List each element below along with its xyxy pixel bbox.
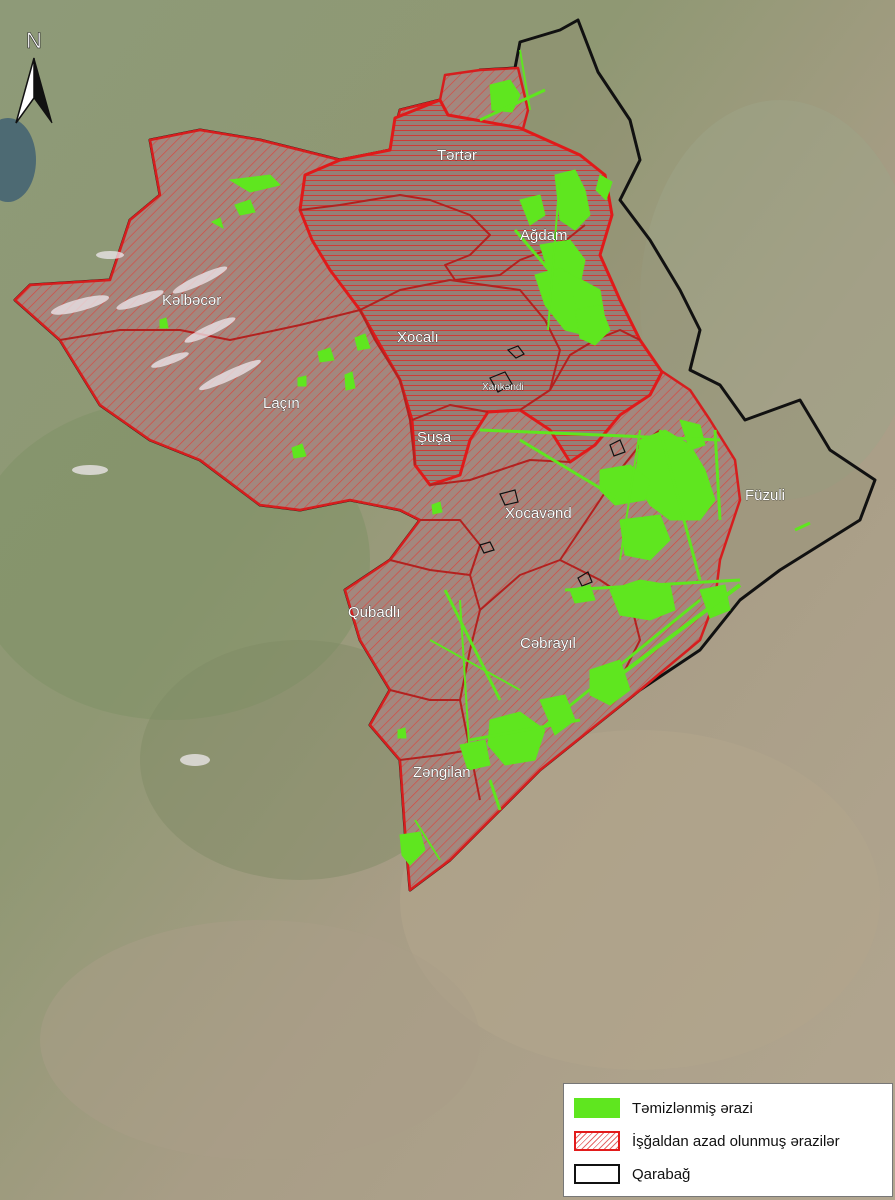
label-xankendi: Xankəndi	[482, 382, 524, 393]
north-arrow-left-icon	[15, 57, 35, 124]
label-susa: Şuşa	[417, 429, 452, 446]
legend-swatch-green	[574, 1098, 620, 1118]
label-agdam: Ağdam	[520, 227, 568, 244]
label-zengilan: Zəngilan	[413, 764, 471, 781]
terrain-patch	[140, 640, 460, 880]
legend-label: Qarabağ	[632, 1165, 691, 1183]
settlement-outlines	[479, 345, 626, 587]
label-fuzuli: Füzuli	[745, 487, 785, 504]
label-terter: Tərtər	[437, 147, 477, 164]
legend-label: İşğaldan azad olunmuş ərazilər	[632, 1132, 840, 1150]
legend-item-qarabag: Qarabağ	[574, 1162, 690, 1186]
terrain-patch	[640, 100, 895, 500]
label-xocavend: Xocavənd	[505, 505, 572, 522]
north-arrow: N	[15, 28, 53, 124]
region-labels: Kəlbəcər Tərtər Ağdam Xocalı Xankəndi La…	[162, 147, 786, 782]
terrain-patch	[400, 730, 880, 1070]
map-legend: Təmizlənmiş ərazi İşğaldan azad olunmuş …	[563, 1083, 893, 1197]
label-kelbecer: Kəlbəcər	[162, 292, 221, 309]
label-xocali: Xocalı	[397, 329, 439, 346]
legend-label: Təmizlənmiş ərazi	[632, 1099, 753, 1117]
legend-swatch-hatch	[574, 1131, 620, 1151]
cleared-areas	[159, 49, 811, 866]
label-qubadli: Qubadlı	[348, 604, 401, 621]
north-letter: N	[26, 28, 42, 53]
legend-item-cleared: Təmizlənmiş ərazi	[574, 1096, 753, 1120]
north-arrow-icon	[33, 57, 53, 124]
label-cebrayil: Cəbrayıl	[520, 635, 576, 652]
lake	[0, 118, 36, 202]
legend-item-liberated: İşğaldan azad olunmuş ərazilər	[574, 1129, 840, 1153]
snow-patches	[50, 251, 261, 766]
label-lacin: Laçın	[263, 395, 300, 412]
terrain-patch	[40, 920, 480, 1160]
legend-swatch-outline	[574, 1164, 620, 1184]
